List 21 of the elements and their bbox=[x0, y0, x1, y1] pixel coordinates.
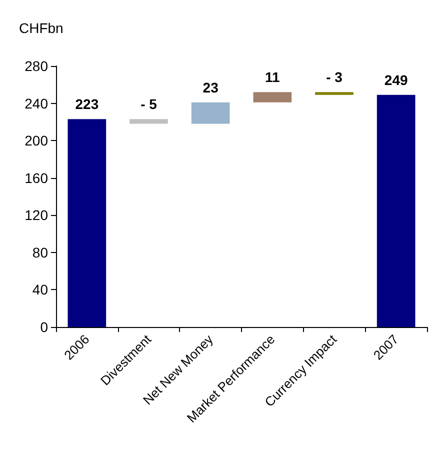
y-tick-label: 240 bbox=[24, 95, 48, 112]
y-tick-label: 200 bbox=[24, 132, 48, 149]
y-tick-label: 40 bbox=[32, 282, 48, 298]
bar bbox=[130, 119, 168, 124]
data-label: 11 bbox=[265, 69, 280, 86]
data-label: 249 bbox=[384, 72, 408, 88]
data-label: 23 bbox=[202, 79, 219, 96]
bar bbox=[191, 102, 230, 124]
bar bbox=[253, 92, 292, 102]
y-tick-label: 80 bbox=[32, 244, 48, 260]
y-axis-title: CHFbn bbox=[19, 20, 64, 36]
y-tick-label: 120 bbox=[24, 207, 48, 224]
y-tick-label: 280 bbox=[24, 58, 48, 74]
bar bbox=[376, 94, 416, 327]
data-label: - 3 bbox=[326, 69, 343, 86]
y-tick-label: 0 bbox=[40, 319, 48, 335]
y-tick-label: 160 bbox=[24, 170, 48, 186]
bar bbox=[315, 92, 354, 95]
data-label: 223 bbox=[75, 96, 99, 112]
bar bbox=[68, 119, 106, 327]
data-label: - 5 bbox=[140, 96, 158, 112]
